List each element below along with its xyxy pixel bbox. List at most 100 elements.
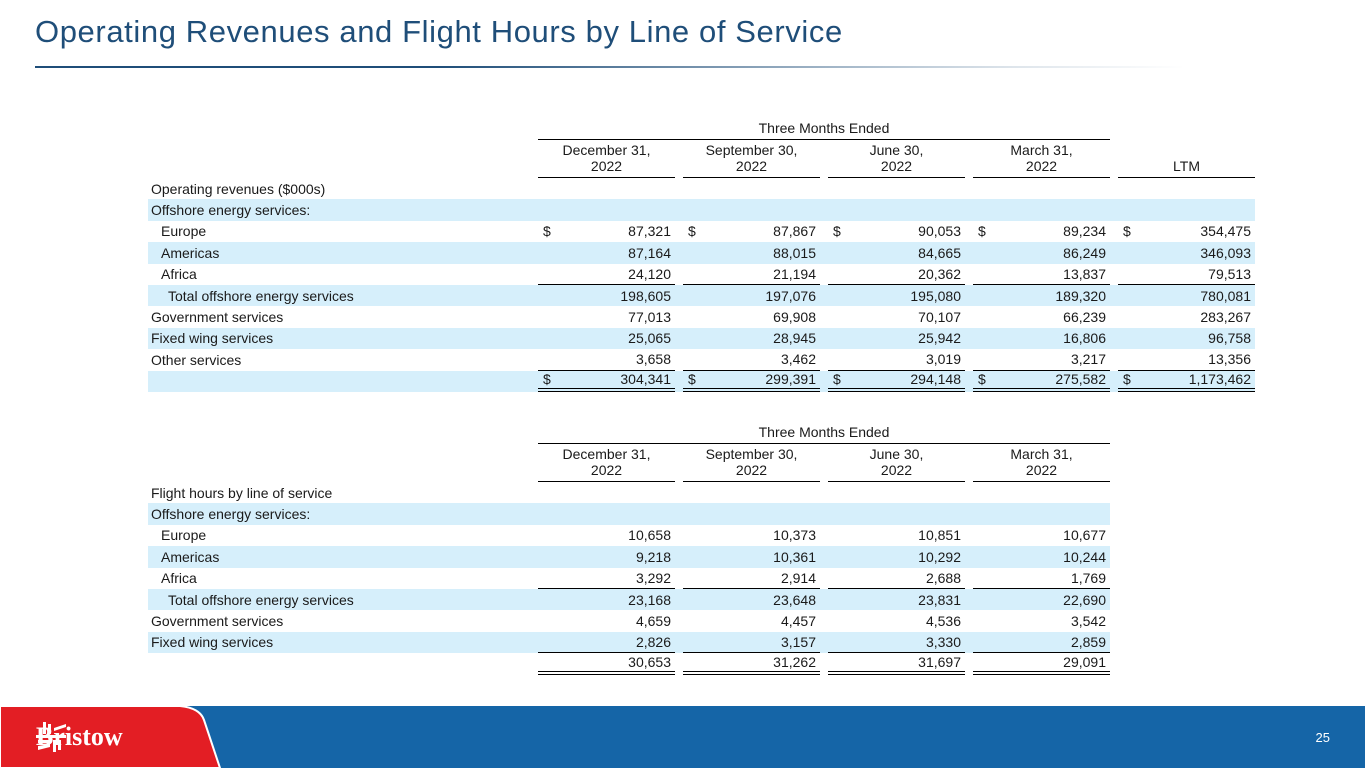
table-group-header: Three Months Ended	[148, 422, 1110, 444]
cell-value: 87,164	[628, 244, 671, 261]
column-header-line2: 2022	[590, 158, 623, 174]
spacer	[148, 140, 530, 178]
cell-value: 2,688	[925, 569, 961, 586]
row-label: Offshore energy services:	[151, 202, 311, 219]
row-label: Offshore energy services:	[151, 506, 311, 523]
value-cell: $275,582	[973, 371, 1110, 392]
column-header-line1: September 30,	[705, 446, 798, 462]
value-cell: 9,218	[538, 546, 675, 567]
row-label: Africa	[161, 266, 197, 283]
cell-value: 70,107	[918, 309, 961, 326]
table-row: Americas 87,164 88,015 84,665 86,249 346,093	[148, 242, 1255, 264]
column-header-line2: 2022	[590, 462, 623, 478]
three-months-ended-label: Three Months Ended	[538, 118, 1110, 140]
column-header-line2: 2022	[735, 462, 768, 478]
cell-value: 87,867	[773, 223, 816, 240]
cell-value: 3,217	[1070, 351, 1106, 368]
column-header-line2: 2022	[880, 462, 913, 478]
cell-value: 25,942	[918, 330, 961, 347]
value-cell: 96,758	[1118, 328, 1255, 349]
cell-value: 2,914	[780, 569, 816, 586]
cell-value: 66,239	[1063, 309, 1106, 326]
cell-value: 79,513	[1208, 265, 1251, 282]
row-label: Fixed wing services	[151, 330, 274, 347]
value-cell: 87,164	[538, 242, 675, 263]
cell-value: 10,292	[918, 548, 961, 565]
cell-value: 90,053	[918, 223, 961, 240]
spacer	[148, 444, 530, 482]
value-cell: 10,292	[828, 546, 965, 567]
value-cell	[1118, 199, 1255, 220]
table-row: Offshore energy services:	[148, 199, 1255, 221]
table-row: Offshore energy services:	[148, 503, 1110, 525]
value-cell: $299,391	[683, 371, 820, 392]
value-cell: 780,081	[1118, 285, 1255, 306]
value-cell: $354,475	[1118, 221, 1255, 242]
row-label: Americas	[161, 548, 220, 565]
cell-value: 24,120	[628, 265, 671, 282]
column-header-line2: 2022	[1025, 158, 1058, 174]
value-cell: $90,053	[828, 221, 965, 242]
cell-value: 20,362	[918, 265, 961, 282]
cell-value: 22,690	[1063, 591, 1106, 608]
cell-value: 10,851	[918, 527, 961, 544]
row-label: Fixed wing services	[151, 634, 274, 651]
value-cell: $294,148	[828, 371, 965, 392]
cell-value: 354,475	[1200, 223, 1251, 240]
value-cell: 25,065	[538, 328, 675, 349]
cell-value: 86,249	[1063, 244, 1106, 261]
column-header-line2: 2022	[880, 158, 913, 174]
value-cell: 2,859	[973, 632, 1110, 654]
value-cell: 24,120	[538, 264, 675, 285]
value-cell	[538, 503, 675, 524]
cell-value: 13,356	[1208, 351, 1251, 368]
dollar-sign: $	[543, 371, 551, 388]
value-cell: 84,665	[828, 242, 965, 263]
dollar-sign: $	[978, 223, 986, 240]
cell-value: 10,677	[1063, 527, 1106, 544]
value-cell: 3,658	[538, 349, 675, 371]
value-cell	[683, 178, 820, 199]
value-cell: 29,091	[973, 653, 1110, 675]
value-cell: 21,194	[683, 264, 820, 285]
table-row: Total offshore energy services 23,168 23,6…	[148, 588, 1110, 611]
value-cell: 3,217	[973, 349, 1110, 371]
title-divider	[35, 66, 1185, 68]
page-number: 25	[1315, 730, 1330, 745]
row-label: Other services	[151, 351, 242, 368]
value-cell: 2,914	[683, 568, 820, 589]
cell-value: 69,908	[773, 309, 816, 326]
cell-value: 13,837	[1063, 265, 1106, 282]
value-cell: 23,168	[538, 589, 675, 610]
cell-value: 25,065	[628, 330, 671, 347]
value-cell: 25,942	[828, 328, 965, 349]
value-cell	[828, 482, 965, 503]
cell-value: 28,945	[773, 330, 816, 347]
value-cell: 66,239	[973, 306, 1110, 327]
cell-value: 1,769	[1070, 569, 1106, 586]
footer-red-shape	[0, 706, 222, 768]
cell-value: 198,605	[620, 287, 671, 304]
row-label: Operating revenues ($000s)	[151, 180, 326, 197]
value-cell	[973, 178, 1110, 199]
cell-value: 294,148	[910, 371, 961, 388]
value-cell	[973, 199, 1110, 220]
row-label: Flight hours by line of service	[151, 484, 333, 501]
cell-value: 3,330	[925, 633, 961, 650]
cell-value: 3,157	[780, 633, 816, 650]
cell-value: 4,659	[635, 613, 671, 630]
value-cell: 10,677	[973, 525, 1110, 546]
value-cell: 10,851	[828, 525, 965, 546]
value-cell: 195,080	[828, 285, 965, 306]
value-cell: 16,806	[973, 328, 1110, 349]
dollar-sign: $	[1123, 371, 1131, 388]
value-cell: 23,831	[828, 589, 965, 610]
dollar-sign: $	[833, 371, 841, 388]
flight-hours-table: Three Months Ended December 31, 2022 Septem…	[148, 422, 1110, 675]
table-row: Fixed wing services 25,065 28,945 25,942 16,…	[148, 327, 1255, 350]
value-cell: 3,019	[828, 349, 965, 371]
value-cell: 10,361	[683, 546, 820, 567]
cell-value: 30,653	[628, 653, 671, 670]
table-row: $304,341 $299,391 $294,148 $275,582 $1,173,4…	[148, 370, 1255, 392]
value-cell: 3,157	[683, 632, 820, 654]
